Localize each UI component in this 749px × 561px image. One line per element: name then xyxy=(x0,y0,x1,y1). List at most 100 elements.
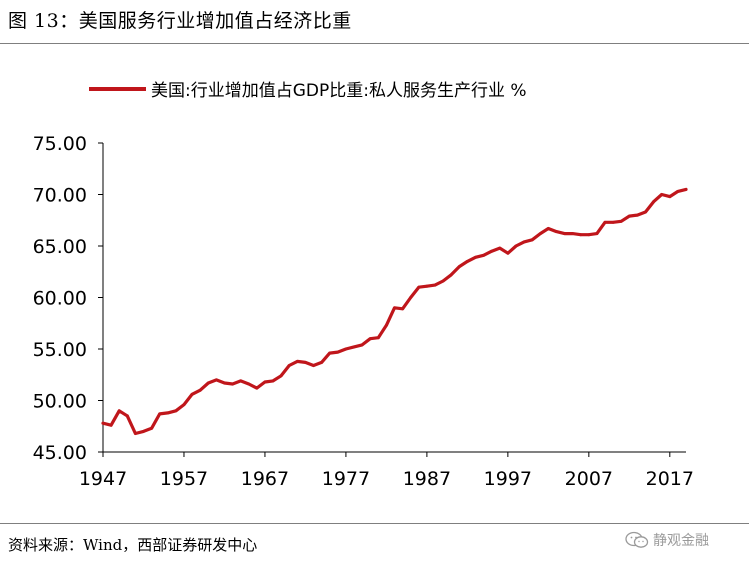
data-point xyxy=(457,265,461,268)
data-point xyxy=(619,219,623,223)
legend-label: 美国:行业增加值占GDP比重:私人服务生产行业 % xyxy=(151,81,527,101)
data-point xyxy=(595,232,599,236)
data-point xyxy=(279,374,283,378)
data-point xyxy=(417,285,421,289)
data-point xyxy=(555,230,558,234)
data-point xyxy=(571,232,574,236)
axes xyxy=(102,143,686,453)
y-tick-label: 45.00 xyxy=(33,442,87,464)
data-point xyxy=(409,296,413,299)
data-point xyxy=(660,193,664,196)
data-point xyxy=(312,364,315,367)
data-point xyxy=(425,284,429,288)
data-point xyxy=(368,337,372,341)
data-point xyxy=(239,379,243,383)
data-point xyxy=(611,220,615,224)
x-tick-label: 1957 xyxy=(160,468,208,490)
data-point xyxy=(652,200,655,204)
data-point xyxy=(255,386,259,390)
data-point xyxy=(393,306,396,310)
y-tick-label: 65.00 xyxy=(33,236,87,258)
data-point xyxy=(247,382,251,386)
x-tick-label: 1977 xyxy=(322,468,370,490)
x-tick-label: 2017 xyxy=(646,468,694,490)
data-point xyxy=(336,350,340,354)
data-point xyxy=(514,244,518,248)
top-divider xyxy=(0,43,749,44)
data-point xyxy=(684,188,688,191)
data-point xyxy=(636,213,639,217)
line-chart: 美国:行业增加值占GDP比重:私人服务生产行业 % 45.00 50.00 55.0… xyxy=(33,81,694,490)
data-point xyxy=(433,283,437,287)
x-axis-ticks: 1947 1957 1967 1977 1987 1997 2007 2017 xyxy=(79,452,694,490)
data-point xyxy=(295,360,299,363)
data-point xyxy=(198,388,202,392)
data-point xyxy=(482,253,485,257)
data-point xyxy=(206,381,210,385)
data-point xyxy=(166,411,170,415)
data-point xyxy=(287,364,291,367)
data-point xyxy=(125,414,129,418)
y-axis-ticks: 45.00 50.00 55.00 60.00 65.00 70.00 75.00 xyxy=(33,133,103,464)
figure-title: 图 13：美国服务行业增加值占经济比重 xyxy=(8,10,352,32)
data-point xyxy=(603,220,607,224)
data-point xyxy=(506,251,510,255)
data-point xyxy=(215,378,218,382)
data-point xyxy=(490,249,494,253)
data-point xyxy=(182,403,186,406)
x-tick-label: 2007 xyxy=(565,468,613,490)
y-tick-label: 50.00 xyxy=(33,391,87,413)
data-point xyxy=(530,238,534,242)
x-tick-label: 1997 xyxy=(484,468,532,490)
data-point xyxy=(579,233,583,237)
legend: 美国:行业增加值占GDP比重:私人服务生产行业 % xyxy=(89,81,527,101)
data-point xyxy=(627,214,631,218)
data-point xyxy=(546,227,550,230)
x-tick-label: 1947 xyxy=(79,468,127,490)
data-point xyxy=(376,336,380,340)
data-point xyxy=(668,195,672,199)
data-point xyxy=(158,412,162,416)
series-line xyxy=(101,187,688,436)
data-point xyxy=(142,430,145,433)
data-point xyxy=(466,260,469,263)
data-point xyxy=(101,421,105,425)
data-point xyxy=(587,233,591,237)
data-point xyxy=(352,345,356,349)
data-point xyxy=(474,255,477,259)
data-point xyxy=(344,347,348,351)
data-point xyxy=(150,426,154,430)
data-point xyxy=(271,379,275,383)
data-point xyxy=(498,246,502,250)
data-point xyxy=(134,432,137,435)
data-point xyxy=(190,392,194,396)
watermark: 静观金融 xyxy=(625,530,709,550)
data-point xyxy=(385,323,388,327)
data-point xyxy=(676,190,680,193)
y-tick-label: 75.00 xyxy=(33,133,87,155)
data-point xyxy=(328,351,332,355)
data-point xyxy=(117,409,121,413)
data-point xyxy=(538,232,542,236)
watermark-text: 静观金融 xyxy=(653,533,709,549)
y-tick-label: 70.00 xyxy=(33,185,87,207)
data-point xyxy=(401,307,404,311)
y-tick-label: 60.00 xyxy=(33,288,87,310)
data-point xyxy=(109,423,113,427)
data-point xyxy=(320,361,323,364)
data-point xyxy=(644,210,647,214)
data-point xyxy=(522,240,526,244)
data-point xyxy=(441,279,445,283)
data-point xyxy=(563,232,566,236)
data-point xyxy=(223,381,226,385)
data-point xyxy=(360,343,364,347)
data-point xyxy=(231,382,235,386)
x-tick-label: 1987 xyxy=(403,468,451,490)
series-group xyxy=(101,187,688,436)
data-point xyxy=(304,361,307,364)
data-point xyxy=(263,380,267,384)
y-tick-label: 55.00 xyxy=(33,339,87,361)
wechat-icon xyxy=(625,531,649,548)
source-note: 资料来源：Wind，西部证券研发中心 xyxy=(8,536,258,554)
x-tick-label: 1967 xyxy=(241,468,289,490)
